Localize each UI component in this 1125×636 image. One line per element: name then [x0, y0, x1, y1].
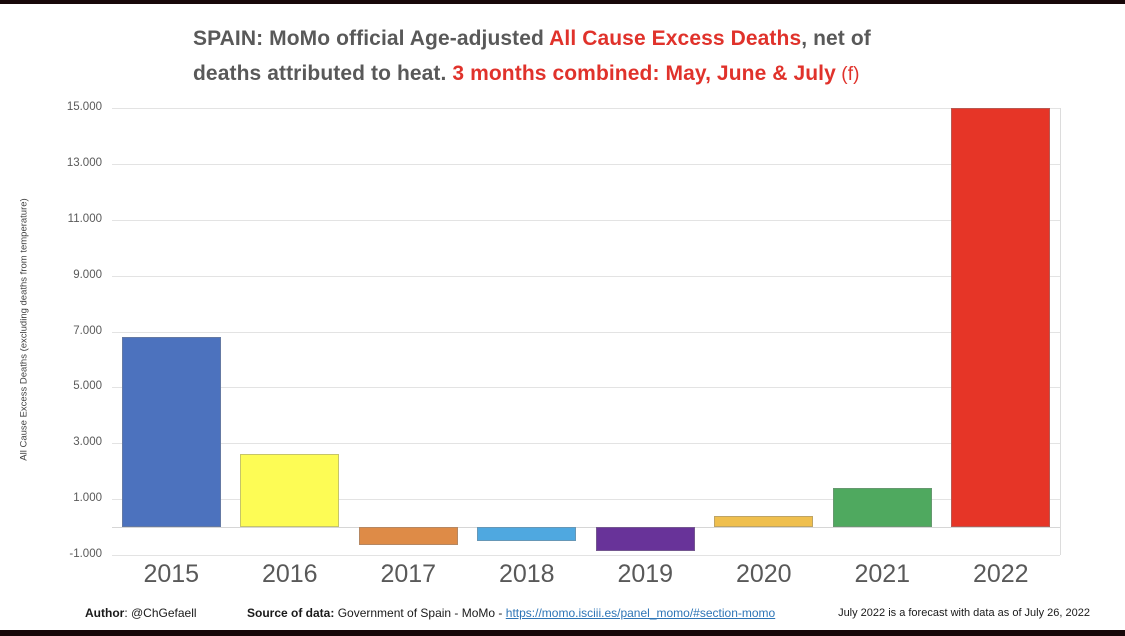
bar-2017	[358, 527, 458, 546]
gridline	[112, 275, 1060, 277]
x-label-2019: 2019	[617, 560, 674, 588]
y-tick-label: 7.000	[73, 324, 102, 337]
title-segment: deaths attributed to heat.	[193, 62, 453, 85]
x-label-2015: 2015	[143, 560, 200, 588]
author-credit: Author: @ChGefaell	[85, 606, 197, 620]
x-label-2018: 2018	[498, 560, 555, 588]
x-label-2016: 2016	[261, 560, 318, 588]
author-handle: : @ChGefaell	[124, 606, 197, 620]
footer: Author: @ChGefaell Source of data: Gover…	[0, 603, 1125, 627]
x-label-2022: 2022	[972, 560, 1029, 588]
title-segment: SPAIN: MoMo official Age-adjusted	[193, 27, 550, 50]
forecast-note: July 2022 is a forecast with data as of …	[838, 607, 1090, 619]
gridline	[112, 108, 1060, 109]
plot-area	[112, 108, 1061, 556]
y-tick-label: 13.000	[66, 156, 102, 169]
gridline	[112, 555, 1060, 556]
gridline	[112, 387, 1060, 389]
chart-title-line-2: deaths attributed to heat. 3 months comb…	[193, 56, 871, 92]
bar-2021	[832, 487, 932, 527]
chart-title-line-1: SPAIN: MoMo official Age-adjusted All Ca…	[193, 21, 871, 56]
title-highlight: All Cause Excess Deaths	[549, 27, 802, 50]
y-tick-label: 9.000	[73, 268, 102, 281]
y-tick-label: -1.000	[69, 548, 102, 560]
data-source: Source of data: Government of Spain - Mo…	[247, 606, 775, 620]
bar-2019	[595, 527, 695, 551]
gridline	[112, 163, 1060, 165]
y-tick-label: 1.000	[73, 492, 102, 505]
x-label-2021: 2021	[854, 560, 911, 588]
author-label: Author	[85, 606, 125, 620]
bar-2022	[951, 108, 1051, 528]
title-segment: , net of	[801, 27, 871, 50]
bar-2015	[121, 337, 221, 528]
y-tick-label: 11.000	[67, 212, 102, 225]
chart-title: SPAIN: MoMo official Age-adjusted All Ca…	[193, 21, 871, 92]
x-label-2017: 2017	[380, 560, 437, 588]
bottom-border	[0, 630, 1125, 636]
y-axis-title: All Cause Excess Deaths (excluding death…	[18, 198, 30, 461]
gridline	[112, 331, 1060, 333]
gridline	[112, 443, 1060, 445]
x-label-2020: 2020	[735, 560, 792, 588]
source-label: Source of data:	[247, 606, 335, 620]
source-text: Government of Spain - MoMo -	[334, 606, 506, 620]
forecast-flag: (f)	[835, 64, 860, 85]
y-tick-label: 3.000	[73, 436, 102, 449]
bar-2018	[477, 527, 577, 542]
gridline	[112, 499, 1060, 501]
y-tick-label: 15.000	[66, 101, 102, 113]
x-axis-line	[112, 527, 1060, 529]
source-link[interactable]: https://momo.isciii.es/panel_momo/#secti…	[505, 606, 776, 620]
y-tick-label: 5.000	[73, 380, 102, 393]
top-border	[0, 0, 1125, 4]
bar-2016	[240, 454, 340, 527]
title-highlight: 3 months combined: May, June & July	[452, 62, 836, 85]
gridline	[112, 219, 1060, 221]
bar-2020	[714, 515, 814, 528]
